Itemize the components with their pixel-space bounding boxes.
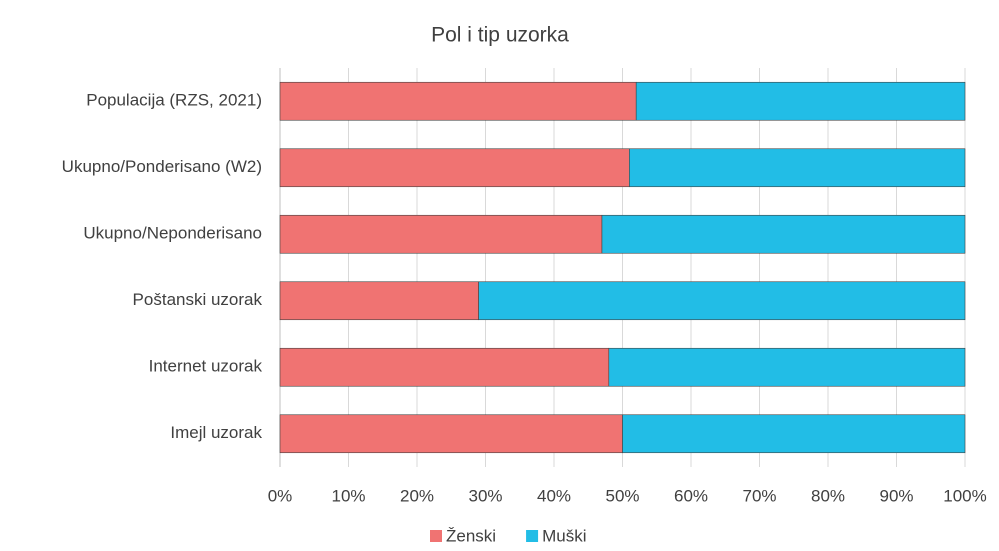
bar-segment xyxy=(629,148,966,188)
bar-segment xyxy=(279,347,610,387)
bar-segment xyxy=(608,347,966,387)
chart-title: Pol i tip uzorka xyxy=(431,24,569,47)
x-tick-label: 30% xyxy=(468,486,502,505)
x-tick-label: 70% xyxy=(742,486,776,505)
bar-segment xyxy=(279,414,623,454)
legend-label: Muški xyxy=(542,526,586,545)
x-tick-label: 90% xyxy=(879,486,913,505)
legend-swatch xyxy=(430,530,442,542)
bar-segment xyxy=(279,81,637,121)
x-tick-label: 40% xyxy=(537,486,571,505)
bar-segment xyxy=(279,214,603,254)
legend-label: Ženski xyxy=(446,526,496,545)
x-tick-label: 80% xyxy=(811,486,845,505)
y-tick-label: Poštanski uzorak xyxy=(133,290,263,309)
y-tick-label: Ukupno/Ponderisano (W2) xyxy=(62,157,262,176)
x-tick-label: 50% xyxy=(605,486,639,505)
bar-segment xyxy=(635,81,966,121)
bar-segment xyxy=(478,281,966,321)
y-tick-label: Imejl uzorak xyxy=(170,423,262,442)
legend-swatch xyxy=(526,530,539,542)
y-tick-label: Ukupno/Neponderisano xyxy=(83,224,262,243)
y-tick-label: Populacija (RZS, 2021) xyxy=(86,91,262,110)
bar-segment xyxy=(622,414,966,454)
y-tick-label: Internet uzorak xyxy=(149,357,263,376)
x-tick-label: 60% xyxy=(674,486,708,505)
x-tick-label: 100% xyxy=(943,486,986,505)
x-tick-label: 20% xyxy=(400,486,434,505)
bar-segment xyxy=(601,214,966,254)
bar-segment xyxy=(279,281,479,321)
bar-segment xyxy=(279,148,630,188)
x-tick-label: 0% xyxy=(268,486,293,505)
x-tick-label: 10% xyxy=(331,486,365,505)
